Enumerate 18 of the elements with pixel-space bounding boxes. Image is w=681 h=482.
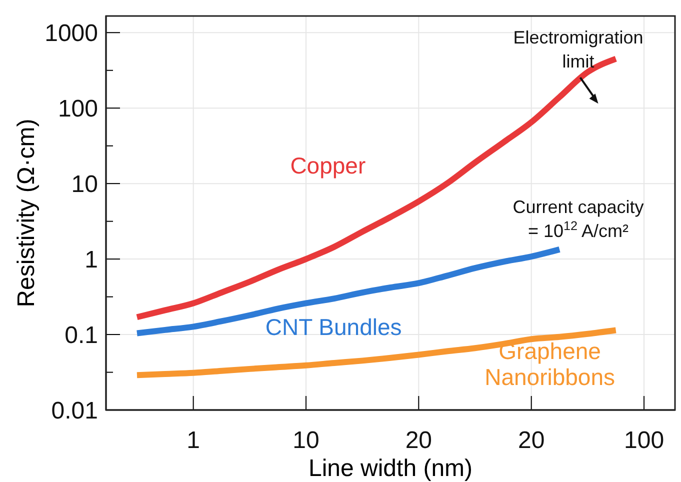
y-tick-label: 0.01 bbox=[51, 397, 98, 424]
x-tick-label: 20 bbox=[518, 427, 545, 454]
y-tick-label: 0.1 bbox=[64, 322, 98, 349]
y-tick-label: 10 bbox=[71, 170, 98, 198]
series-label: Graphene Nanoribbons bbox=[484, 338, 616, 390]
y-axis-title: Resistivity (Ω·cm) bbox=[13, 118, 40, 308]
y-tick-label: 100 bbox=[58, 95, 98, 122]
x-tick-label: 100 bbox=[624, 427, 664, 454]
x-tick-label: 1 bbox=[186, 427, 200, 454]
y-tick-label: 1 bbox=[84, 246, 98, 274]
series-label: CNT Bundles bbox=[265, 314, 402, 340]
x-axis-title: Line width (nm) bbox=[308, 455, 473, 482]
series-label: Copper bbox=[290, 152, 366, 179]
x-tick-label: 10 bbox=[292, 427, 320, 454]
x-tick-label: 20 bbox=[405, 427, 432, 454]
annotation: Current capacity = 10$^{12}$ A/cm² bbox=[512, 197, 644, 241]
y-tick-label: 1000 bbox=[44, 20, 98, 48]
annotation: Electromigration limit bbox=[513, 28, 644, 72]
